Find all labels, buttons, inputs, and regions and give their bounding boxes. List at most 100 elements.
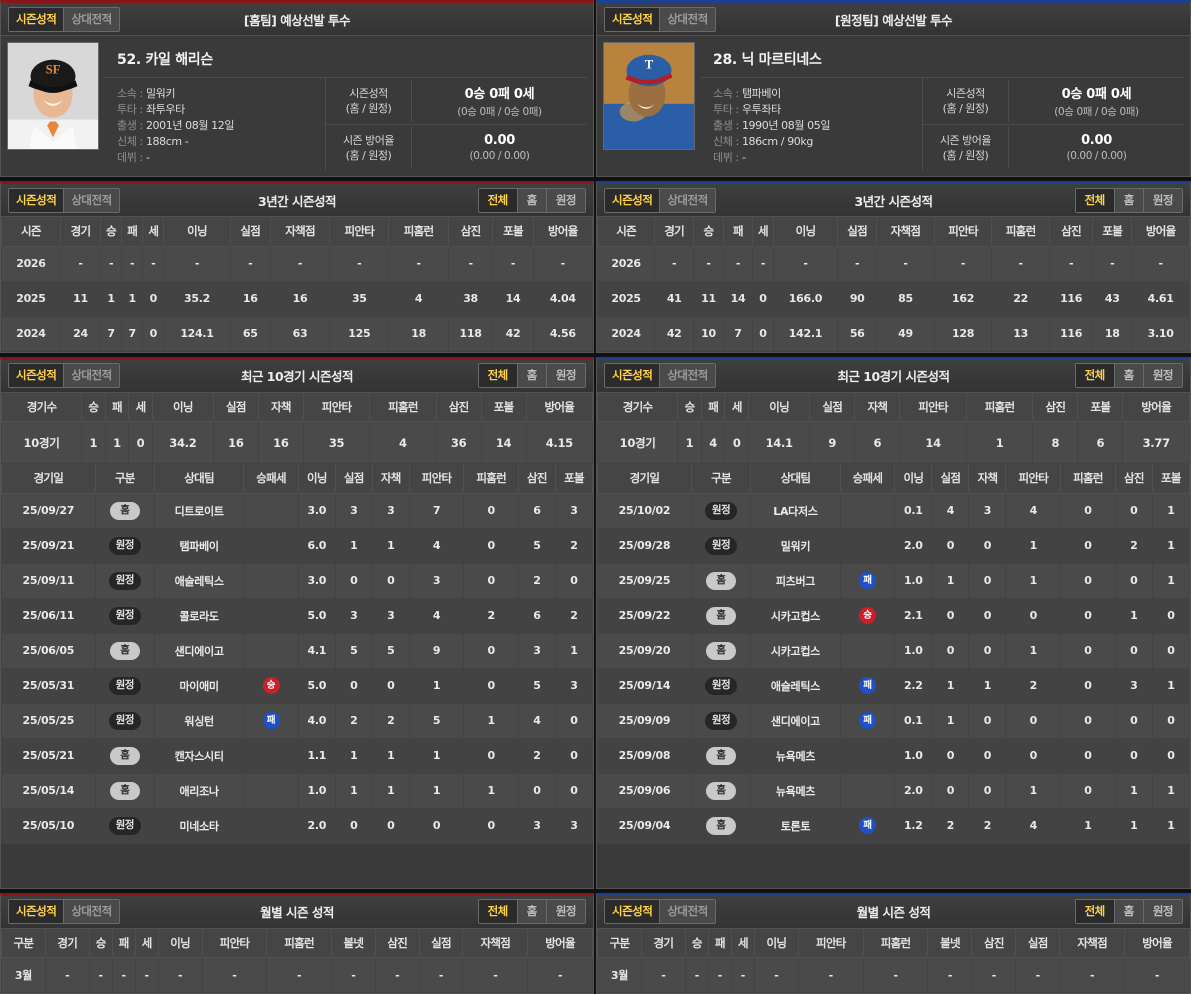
filter-home[interactable]: 홈	[516, 188, 546, 212]
innings-pitched: 1.0	[894, 737, 933, 774]
home-runs-allowed: 0	[463, 562, 519, 599]
filter-away[interactable]: 원정	[1142, 188, 1182, 212]
hits-allowed: 4	[1005, 492, 1062, 529]
game-log-row[interactable]: 25/06/05 홈 샌디에이고 4.1 5 5 9 0 3 1	[1, 632, 593, 669]
filter-all[interactable]: 전체	[478, 364, 517, 387]
filter-all[interactable]: 전체	[478, 900, 517, 923]
filter-away[interactable]: 원정	[1142, 900, 1182, 923]
away-monthly-filters[interactable]: 전체 홈 원정	[1074, 899, 1183, 924]
tab-head-to-head[interactable]: 상대전적	[63, 7, 119, 31]
game-log-row[interactable]: 25/09/11 원정 애슬레틱스 3.0 0 0 3 0 2 0	[1, 562, 593, 599]
cell-4: 0	[142, 315, 165, 352]
game-log-row[interactable]: 25/10/02 원정 LA다저스 0.1 4 3 4 0 0 1	[597, 492, 1190, 529]
filter-home[interactable]: 홈	[1113, 188, 1143, 212]
away-3year-filters[interactable]: 전체 홈 원정	[1074, 187, 1183, 213]
tab-season-record[interactable]: 시즌성적	[9, 188, 64, 212]
tab-season-record[interactable]: 시즌성적	[9, 7, 64, 31]
game-log-row[interactable]: 25/09/27 홈 디트로이트 3.0 3 3 7 0 6 3	[1, 492, 593, 529]
home-3year-season-panel: 시즌성적 상대전적 3년간 시즌성적 전체 홈 원정 시즌 경기 승 패 세 이닝 실점 자책…	[0, 181, 594, 353]
walks: 0	[554, 562, 593, 599]
away-recent10-header: 시즌성적 상대전적 최근 10경기 시즌성적 전체 홈 원정	[597, 359, 1190, 393]
home-monthly-tabs[interactable]: 시즌성적 상대전적	[8, 899, 120, 924]
earned-runs: 0	[371, 667, 410, 704]
away-card-tabs[interactable]: 시즌성적 상대전적	[604, 6, 716, 32]
tab-season-record[interactable]: 시즌성적	[605, 900, 660, 923]
cell-11: 42	[492, 315, 534, 352]
away-3year-tabs[interactable]: 시즌성적 상대전적	[604, 187, 716, 213]
earned-runs: 0	[371, 807, 410, 844]
tab-head-to-head[interactable]: 상대전적	[659, 900, 715, 923]
game-log-row[interactable]: 25/09/21 원정 탬파베이 6.0 1 1 4 0 5 2	[1, 527, 593, 564]
filter-home[interactable]: 홈	[1113, 900, 1143, 923]
bio-value: -	[741, 151, 746, 164]
cell-12: 4.56	[532, 315, 594, 352]
away-era-row: 시즌 방어율 (홈 / 원정) 0.00 (0.00 / 0.00)	[923, 124, 1184, 170]
filter-home[interactable]: 홈	[516, 900, 546, 923]
game-log-row[interactable]: 25/05/25 원정 워싱턴 패 4.0 2 2 5 1 4 0	[1, 702, 593, 739]
filter-home[interactable]: 홈	[1113, 364, 1143, 387]
game-log-row[interactable]: 25/09/06 홈 뉴욕메츠 2.0 0 0 1 0 1 1	[597, 772, 1190, 809]
game-log-row[interactable]: 25/09/22 홈 시카고컵스 승 2.1 0 0 0 0 1 0	[597, 597, 1190, 634]
game-log-row[interactable]: 25/05/10 원정 미네소타 2.0 0 0 0 0 3 3	[1, 807, 593, 844]
filter-away[interactable]: 원정	[545, 188, 585, 212]
filter-all[interactable]: 전체	[1075, 900, 1114, 923]
game-log-row[interactable]: 25/05/14 홈 애리조나 1.0 1 1 1 1 0 0	[1, 772, 593, 809]
tab-season-record[interactable]: 시즌성적	[605, 188, 660, 212]
game-log-row[interactable]: 25/06/11 원정 콜로라도 5.0 3 3 4 2 6 2	[1, 597, 593, 634]
away-monthly-tabs[interactable]: 시즌성적 상대전적	[604, 899, 716, 924]
runs: 0	[931, 632, 970, 669]
away-recent10-tabs[interactable]: 시즌성적 상대전적	[604, 363, 716, 388]
cell-4: -	[752, 245, 774, 282]
tab-head-to-head[interactable]: 상대전적	[63, 364, 119, 387]
filter-away[interactable]: 원정	[545, 364, 585, 387]
game-log-row[interactable]: 25/09/25 홈 피츠버그 패 1.0 1 0 1 0 0 1	[597, 562, 1190, 599]
tab-head-to-head[interactable]: 상대전적	[659, 188, 715, 212]
venue-cell: 홈	[94, 492, 155, 529]
game-log-row[interactable]: 25/09/14 원정 애슬레틱스 패 2.2 1 1 2 0 3 1	[597, 667, 1190, 704]
filter-all[interactable]: 전체	[478, 188, 517, 212]
home-card-tabs[interactable]: 시즌성적 상대전적	[8, 6, 120, 32]
away-recent10-filters[interactable]: 전체 홈 원정	[1074, 363, 1183, 388]
game-log-row[interactable]: 25/09/20 홈 시카고컵스 1.0 0 0 1 0 0 0	[597, 632, 1190, 669]
home-monthly-filters[interactable]: 전체 홈 원정	[477, 899, 586, 924]
tab-season-record[interactable]: 시즌성적	[605, 7, 660, 31]
tab-head-to-head[interactable]: 상대전적	[659, 7, 715, 31]
game-log-row[interactable]: 25/09/04 홈 토론토 패 1.2 2 2 4 1 1 1	[597, 807, 1190, 844]
hits-allowed: 1	[1005, 562, 1062, 599]
filter-home[interactable]: 홈	[516, 364, 546, 387]
filter-away[interactable]: 원정	[1142, 364, 1182, 387]
away-recent10-summary-table: 경기수 승 패 세 이닝 실점 자책 피안타 피홈런 삼진 포볼 방어율 10경기 1 4 0 14.1 9 6 1…	[597, 392, 1190, 464]
tab-season-record[interactable]: 시즌성적	[605, 364, 660, 387]
game-log-row[interactable]: 25/09/08 홈 뉴욕메츠 1.0 0 0 0 0 0 0	[597, 737, 1190, 774]
cell-9: -	[991, 245, 1050, 282]
filter-away[interactable]: 원정	[545, 900, 585, 923]
tab-head-to-head[interactable]: 상대전적	[659, 364, 715, 387]
tab-season-record[interactable]: 시즌성적	[9, 364, 64, 387]
hits-allowed: 1	[1005, 632, 1062, 669]
bio-key: 소속 :	[117, 87, 143, 100]
column-header-11: 포볼	[492, 217, 534, 247]
home-recent10-filters[interactable]: 전체 홈 원정	[477, 363, 586, 388]
label-line1: 시즌 방어율	[342, 133, 395, 147]
filter-all[interactable]: 전체	[1075, 188, 1114, 212]
filter-all[interactable]: 전체	[1075, 364, 1114, 387]
summary-cell-9: 36	[435, 421, 482, 464]
game-log-row[interactable]: 25/09/09 원정 샌디에이고 패 0.1 1 0 0 0 0 0	[597, 702, 1190, 739]
home-3year-tabs[interactable]: 시즌성적 상대전적	[8, 187, 120, 213]
walks: 2	[554, 597, 593, 634]
venue-badge: 원정	[108, 711, 141, 730]
column-header-6: 자책	[257, 392, 304, 422]
tab-head-to-head[interactable]: 상대전적	[63, 900, 119, 923]
earned-runs: 0	[968, 702, 1007, 739]
game-log-row[interactable]: 25/05/31 원정 마이애미 승 5.0 0 0 1 0 5 3	[1, 667, 593, 704]
game-log-row[interactable]: 25/05/21 홈 캔자스시티 1.1 1 1 1 0 2 0	[1, 737, 593, 774]
tab-season-record[interactable]: 시즌성적	[9, 900, 64, 923]
home-3year-filters[interactable]: 전체 홈 원정	[477, 187, 586, 213]
tab-head-to-head[interactable]: 상대전적	[63, 188, 119, 212]
table-header-row: 구분 경기 승 패 세 이닝 피안타 피홈런 볼넷 삼진 실점 자책점 방어율	[1, 928, 593, 958]
strikeouts: 6	[517, 597, 556, 634]
game-log-row[interactable]: 25/09/28 원정 밀워키 2.0 0 0 1 0 2 1	[597, 527, 1190, 564]
hits-allowed: 0	[1005, 702, 1062, 739]
column-header-8: 피홈런	[1060, 464, 1116, 494]
home-recent10-tabs[interactable]: 시즌성적 상대전적	[8, 363, 120, 388]
